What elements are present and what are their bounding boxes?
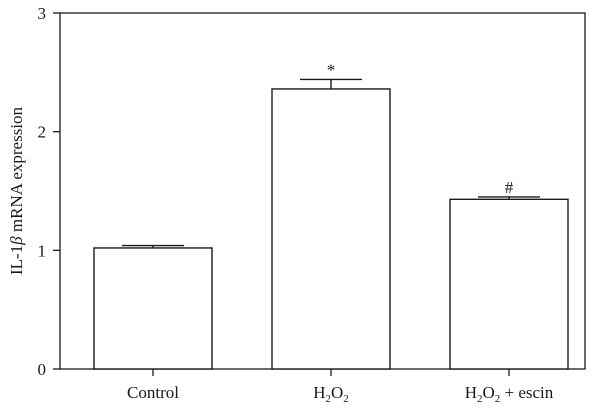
y-axis-title: IL-1β mRNA expression [7, 106, 26, 275]
x-category-label: H2O2 + escin [465, 383, 554, 405]
y-tick-label: 0 [38, 360, 47, 379]
bar [93, 247, 213, 370]
significance-mark: * [327, 60, 336, 79]
bars [93, 88, 569, 370]
labels: 0 1 2 3 Control * H2O2 # H2O2 + escin IL-1β mRNA … [7, 4, 554, 405]
x-category-label: H2O2 [313, 383, 349, 405]
bar [271, 88, 391, 370]
x-category-label: Control [127, 383, 179, 402]
significance-mark: # [505, 178, 514, 197]
y-tick-label: 2 [38, 123, 47, 142]
y-tick-label: 3 [38, 4, 47, 23]
bar [449, 198, 569, 370]
error-bars [122, 78, 540, 248]
y-tick-label: 1 [38, 241, 47, 260]
